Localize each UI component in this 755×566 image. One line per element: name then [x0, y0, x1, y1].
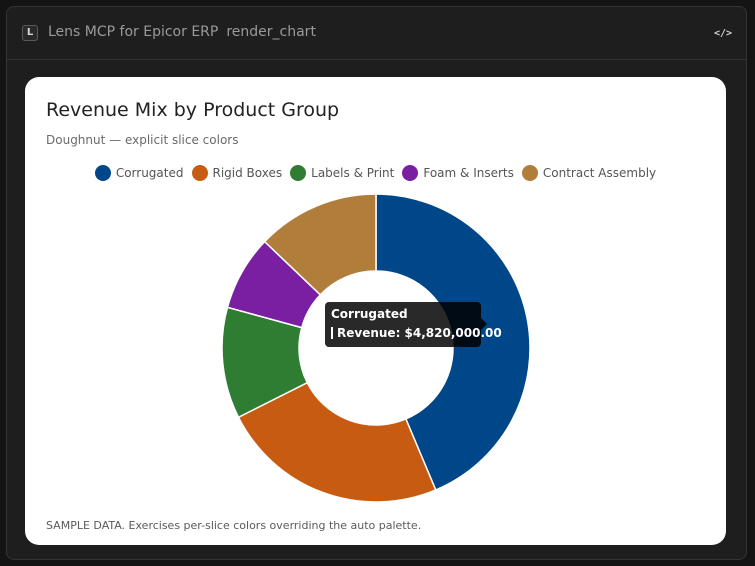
chart-title: Revenue Mix by Product Group: [46, 99, 340, 121]
tooltip-row: Revenue: $4,820,000.00: [331, 325, 502, 341]
legend-item-rigid-boxes[interactable]: Rigid Boxes: [191, 165, 283, 181]
footnote: SAMPLE DATA. Exercises per-slice colors …: [46, 519, 422, 532]
legend-label-rigid-boxes: Rigid Boxes: [212, 166, 283, 180]
slice-rigid-boxes[interactable]: [237, 381, 437, 503]
legend-label-corrugated: Corrugated: [115, 166, 184, 180]
legend-item-contract-assembly[interactable]: Contract Assembly: [521, 165, 657, 181]
legend-item-corrugated[interactable]: Corrugated: [94, 165, 184, 181]
chart-tooltip: Corrugated Revenue: $4,820,000.00: [325, 302, 502, 347]
legend-swatch-labels-print: [290, 165, 307, 181]
legend-item-foam-inserts[interactable]: Foam & Inserts: [402, 165, 514, 181]
tool-name: render_chart: [226, 24, 316, 40]
app-logo-icon: L: [22, 25, 38, 41]
chart-subtitle: Doughnut — explicit slice colors: [46, 133, 239, 147]
slice-contract-assembly[interactable]: [263, 193, 377, 296]
legend-item-labels-print[interactable]: Labels & Print: [290, 165, 394, 181]
view-source-code-icon[interactable]: </>: [713, 28, 733, 39]
legend-swatch-rigid-boxes: [191, 165, 208, 181]
chart-legend: Corrugated Rigid Boxes Labels & Print Foam …: [25, 163, 726, 183]
app-window: L Lens MCP for Epicor ERP render_chart </…: [6, 6, 747, 560]
chart-card: Revenue Mix by Product Group Doughnut — …: [25, 77, 726, 545]
legend-label-foam-inserts: Foam & Inserts: [423, 166, 514, 180]
legend-swatch-contract-assembly: [521, 165, 538, 181]
legend-label-labels-print: Labels & Print: [311, 166, 395, 180]
tooltip-title: Corrugated: [331, 307, 408, 321]
tooltip-label: Revenue: $4,820,000.00: [337, 326, 502, 340]
legend-swatch-corrugated: [94, 165, 111, 181]
legend-swatch-foam-inserts: [402, 165, 419, 181]
legend-label-contract-assembly: Contract Assembly: [542, 166, 657, 180]
tooltip-color-swatch: [331, 327, 333, 339]
app-title: Lens MCP for Epicor ERP render_chart: [48, 24, 316, 40]
app-name: Lens MCP for Epicor ERP: [48, 24, 219, 40]
title-bar: L Lens MCP for Epicor ERP render_chart </…: [7, 7, 746, 60]
